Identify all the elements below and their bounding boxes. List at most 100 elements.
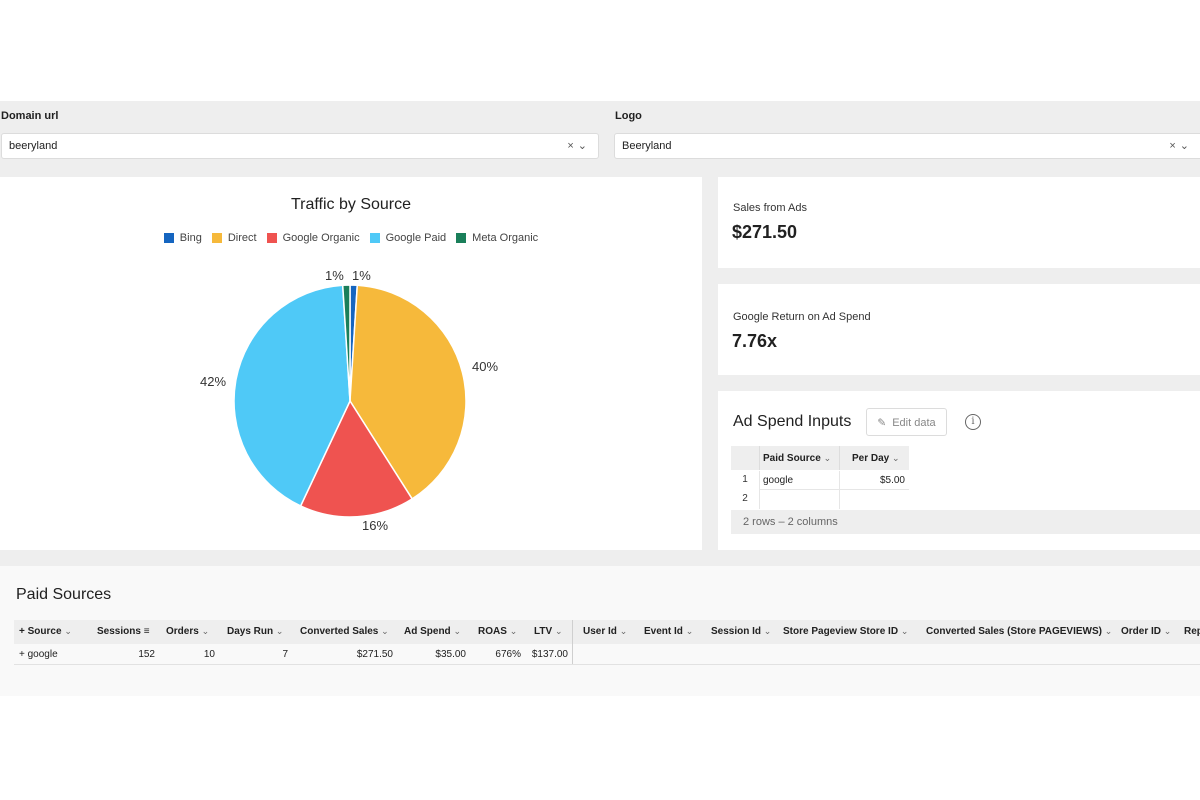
- col-header-roas[interactable]: ROAS ⌄: [478, 621, 517, 643]
- edit-data-button[interactable]: ✏︎ Edit data: [866, 408, 947, 436]
- expand-icon[interactable]: +: [19, 626, 28, 637]
- legend-label: Direct: [227, 232, 257, 244]
- legend-label: Meta Organic: [472, 232, 539, 244]
- metric-value: 7.76x: [732, 331, 778, 351]
- col-header-ad-spend[interactable]: Ad Spend ⌄: [404, 621, 461, 643]
- row-number: 2: [742, 493, 748, 504]
- col-header-user-id[interactable]: User Id ⌄: [583, 621, 627, 643]
- col-header-label: Order ID: [1121, 626, 1162, 637]
- slice-label-google-organic: 16%: [362, 518, 389, 533]
- legend-label: Bing: [179, 232, 202, 244]
- col-header-per-day[interactable]: Per Day ⌄: [839, 446, 909, 470]
- col-header-label: Sessions: [97, 626, 141, 637]
- metric-label: Sales from Ads: [733, 202, 807, 214]
- grid-corner: [731, 446, 759, 470]
- cell-ltv[interactable]: $137.00: [531, 649, 568, 660]
- col-header-paid-source[interactable]: Paid Source ⌄: [759, 446, 839, 470]
- domain-select[interactable]: beeryland ×⌄: [1, 133, 599, 159]
- col-header-label: Ad Spend: [404, 626, 451, 637]
- domain-select-value: beeryland: [9, 140, 58, 152]
- column-divider: [572, 620, 573, 664]
- chevron-down-icon[interactable]: ⌄: [900, 626, 909, 636]
- cell-paid-source[interactable]: [759, 490, 839, 509]
- chevron-down-icon[interactable]: ⌄: [763, 626, 772, 636]
- col-header-label: ROAS: [478, 626, 507, 637]
- col-header-converted-sales[interactable]: Converted Sales ⌄: [300, 621, 389, 643]
- cell-source[interactable]: + google: [19, 646, 58, 664]
- chevron-down-icon[interactable]: ⌄: [685, 626, 694, 636]
- col-header-sessions[interactable]: Sessions ≡: [97, 621, 150, 643]
- col-header-session-id[interactable]: Session Id ⌄: [711, 621, 771, 643]
- cell-days-run[interactable]: 7: [282, 649, 288, 660]
- clear-icon[interactable]: ×: [1169, 140, 1180, 152]
- chevron-down-icon[interactable]: ⌄: [1179, 140, 1193, 152]
- col-header-label: LTV: [534, 626, 553, 637]
- col-header-store-pageview-store-id[interactable]: Store Pageview Store ID ⌄: [783, 621, 908, 643]
- cell-converted-sales[interactable]: $271.50: [356, 649, 393, 660]
- chart-legend: Bing Direct Google Organic Google Paid M…: [0, 232, 702, 244]
- col-header-orders[interactable]: Orders ⌄: [166, 621, 209, 643]
- col-header-label: Converted Sales: [300, 626, 379, 637]
- chevron-down-icon[interactable]: ⌄: [892, 453, 900, 463]
- chevron-down-icon[interactable]: ⌄: [453, 626, 461, 636]
- chevron-down-icon[interactable]: ⌄: [275, 626, 284, 636]
- col-header-label: Converted Sales (Store PAGEVIEWS): [926, 626, 1102, 637]
- chevron-down-icon[interactable]: ⌄: [619, 626, 628, 636]
- col-header-converted-sales-store-pageviews[interactable]: Converted Sales (Store PAGEVIEWS) ⌄: [926, 621, 1112, 643]
- pie-slice-google-organic[interactable]: [299, 399, 414, 518]
- table-header-bar: [14, 620, 1200, 644]
- pencil-icon: ✏︎: [873, 415, 889, 431]
- col-header-label: Rep: [1184, 626, 1200, 637]
- chart-title: Traffic by Source: [290, 196, 412, 213]
- metric-label: Google Return on Ad Spend: [733, 311, 871, 323]
- chevron-down-icon[interactable]: ⌄: [577, 140, 591, 152]
- col-header-label: Session Id: [711, 626, 762, 637]
- col-header-ltv[interactable]: LTV ⌄: [534, 621, 562, 643]
- chevron-down-icon[interactable]: ⌄: [381, 626, 389, 636]
- slice-label-bing: 1%: [352, 268, 371, 283]
- chevron-down-icon[interactable]: ⌄: [201, 626, 210, 636]
- cell-paid-source[interactable]: google: [759, 471, 839, 490]
- col-header-rep[interactable]: Rep: [1184, 621, 1200, 643]
- cell-per-day[interactable]: [839, 490, 909, 509]
- legend-item-meta-organic[interactable]: Meta Organic: [456, 232, 538, 244]
- clear-icon[interactable]: ×: [567, 140, 578, 152]
- legend-label: Google Organic: [282, 232, 360, 244]
- cell-per-day[interactable]: $5.00: [839, 471, 909, 490]
- pie-slice-meta-organic[interactable]: [341, 284, 351, 402]
- col-header-label: Orders: [166, 626, 199, 637]
- chevron-down-icon[interactable]: ⌄: [64, 626, 72, 636]
- logo-select[interactable]: Beeryland ×⌄: [614, 133, 1200, 159]
- google-roas-card: [718, 284, 1200, 375]
- chevron-down-icon[interactable]: ⌄: [823, 453, 832, 463]
- sort-icon[interactable]: ≡: [143, 626, 150, 637]
- legend-item-google-organic[interactable]: Google Organic: [266, 232, 360, 244]
- legend-item-direct[interactable]: Direct: [211, 232, 257, 244]
- legend-item-bing[interactable]: Bing: [163, 232, 202, 244]
- col-header-label: Source: [27, 626, 62, 637]
- col-header-source[interactable]: + Source ⌄: [19, 621, 72, 643]
- pie-slice-google-paid[interactable]: [233, 284, 351, 507]
- col-header-order-id[interactable]: Order ID ⌄: [1121, 621, 1171, 643]
- cell-roas[interactable]: 676%: [495, 649, 521, 660]
- chevron-down-icon[interactable]: ⌄: [554, 626, 563, 636]
- legend-swatch: [266, 233, 277, 243]
- chevron-down-icon[interactable]: ⌄: [1163, 626, 1172, 636]
- cell-orders[interactable]: 10: [203, 649, 215, 660]
- col-header-label: Event Id: [644, 626, 683, 637]
- legend-swatch: [369, 233, 380, 243]
- expand-icon[interactable]: +: [19, 649, 28, 660]
- col-header-days-run[interactable]: Days Run ⌄: [227, 621, 283, 643]
- slice-label-meta: 1%: [325, 268, 344, 283]
- cell-ad-spend[interactable]: $35.00: [435, 649, 466, 660]
- chevron-down-icon[interactable]: ⌄: [509, 626, 518, 636]
- grid-footer: 2 rows – 2 columns: [731, 510, 1200, 534]
- edit-data-label: Edit data: [892, 417, 936, 429]
- legend-label: Google Paid: [385, 232, 447, 244]
- col-header-event-id[interactable]: Event Id ⌄: [644, 621, 693, 643]
- legend-item-google-paid[interactable]: Google Paid: [369, 232, 447, 244]
- cell-sessions[interactable]: 152: [138, 649, 155, 660]
- info-icon[interactable]: i: [965, 414, 981, 430]
- col-header-label: User Id: [583, 626, 617, 637]
- chevron-down-icon[interactable]: ⌄: [1104, 626, 1113, 636]
